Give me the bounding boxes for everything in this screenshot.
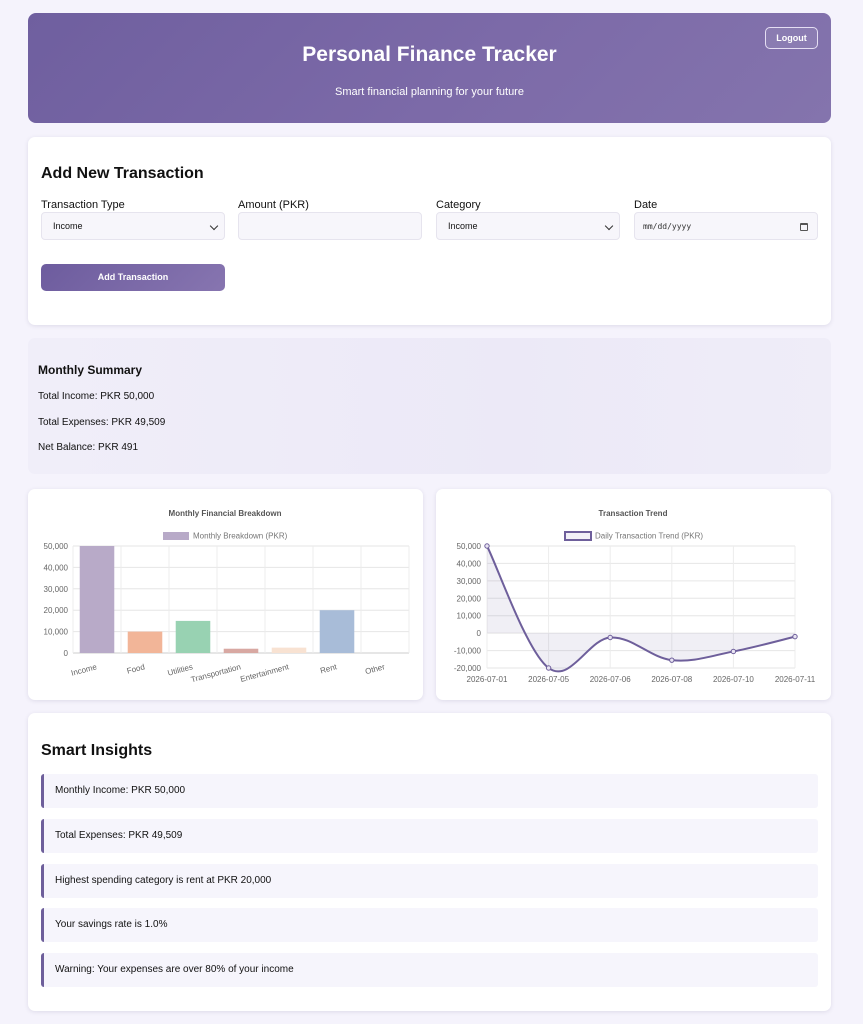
breakdown-chart: Monthly Financial Breakdown Monthly Break… [44, 509, 410, 684]
insight-item: Monthly Income: PKR 50,000 [41, 774, 818, 808]
y-tick-label: 10,000 [44, 628, 69, 637]
y-tick-label: 40,000 [457, 559, 482, 568]
y-tick-label: 20,000 [457, 594, 482, 603]
calendar-icon[interactable] [800, 223, 808, 231]
legend-swatch [564, 531, 592, 541]
insight-item: Your savings rate is 1.0% [41, 908, 818, 942]
summary-income: Total Income: PKR 50,000 [38, 391, 155, 402]
chart-title: Transaction Trend [599, 509, 668, 518]
x-tick-label: 2026-07-11 [775, 675, 816, 684]
transaction-type-select[interactable]: Income [41, 212, 225, 240]
y-tick-label: 20,000 [44, 606, 69, 615]
category-value: Income [448, 221, 478, 231]
data-point [792, 633, 798, 640]
y-tick-label: 30,000 [457, 577, 482, 586]
x-tick-label: 2026-07-06 [590, 675, 631, 684]
chart-title: Monthly Financial Breakdown [169, 509, 282, 518]
y-tick-label: 30,000 [44, 585, 69, 594]
page-title: Personal Finance Tracker [302, 43, 557, 66]
x-tick-label: Income [70, 662, 98, 678]
transaction-type-label: Transaction Type [41, 199, 125, 211]
y-tick-label: -10,000 [454, 647, 482, 656]
date-label: Date [634, 199, 658, 211]
summary-expenses: Total Expenses: PKR 49,509 [38, 417, 166, 428]
y-tick-label: 50,000 [44, 542, 69, 551]
x-tick-label: 2026-07-01 [467, 675, 508, 684]
legend-label: Monthly Breakdown (PKR) [193, 532, 288, 541]
legend-label: Daily Transaction Trend (PKR) [595, 532, 703, 541]
logout-button[interactable]: Logout [765, 27, 818, 49]
smart-insights-card: Smart Insights Monthly Income: PKR 50,00… [28, 713, 831, 1011]
insight-item: Highest spending category is rent at PKR… [41, 864, 818, 898]
add-transaction-button[interactable]: Add Transaction [41, 264, 225, 291]
x-tick-label: Rent [319, 662, 338, 675]
x-tick-label: Food [126, 662, 146, 675]
bar [127, 631, 163, 653]
data-point [545, 665, 552, 671]
amount-label: Amount (PKR) [238, 199, 309, 211]
y-tick-label: 0 [477, 629, 482, 638]
x-tick-label: Transportation [190, 662, 242, 684]
add-transaction-card: Add New Transaction Transaction Type Inc… [28, 137, 831, 325]
insight-item: Warning: Your expenses are over 80% of y… [41, 953, 818, 987]
date-placeholder: mm/dd/yyyy [643, 222, 692, 231]
breakdown-chart-card: Monthly Financial Breakdown Monthly Break… [28, 489, 423, 700]
chevron-down-icon [604, 221, 614, 231]
chevron-down-icon [209, 221, 219, 231]
bar [175, 620, 211, 653]
bar [271, 647, 307, 653]
insights-title: Smart Insights [41, 742, 153, 759]
series-line [486, 545, 796, 673]
y-tick-label: 10,000 [457, 612, 482, 621]
x-tick-label: 2026-07-05 [528, 675, 569, 684]
bar [79, 546, 115, 653]
x-tick-label: Entertainment [239, 662, 290, 684]
data-point [607, 634, 613, 641]
category-label: Category [436, 199, 481, 211]
app-header: Personal Finance Tracker Smart financial… [28, 13, 831, 123]
area-fill [487, 546, 795, 672]
transaction-type-value: Income [53, 221, 83, 231]
trend-chart-card: Transaction Trend Daily Transaction Trend… [436, 489, 831, 700]
x-tick-label: Other [364, 662, 386, 676]
y-tick-label: -20,000 [454, 664, 482, 673]
y-tick-label: 50,000 [457, 542, 482, 551]
monthly-summary: Monthly Summary Total Income: PKR 50,000… [28, 338, 831, 474]
insight-item: Total Expenses: PKR 49,509 [41, 819, 818, 853]
x-tick-label: 2026-07-08 [651, 675, 692, 684]
summary-title: Monthly Summary [38, 363, 143, 377]
category-select[interactable]: Income [436, 212, 620, 240]
data-point [484, 543, 490, 549]
add-transaction-title: Add New Transaction [41, 165, 204, 182]
summary-balance: Net Balance: PKR 491 [38, 442, 139, 453]
y-tick-label: 40,000 [44, 563, 69, 572]
bar [319, 610, 355, 653]
legend-swatch [163, 532, 189, 540]
bar [223, 648, 259, 653]
data-point [669, 657, 675, 663]
x-tick-label: 2026-07-10 [713, 675, 754, 684]
y-tick-label: 0 [64, 649, 69, 658]
data-point [730, 648, 737, 655]
trend-chart: Transaction Trend Daily Transaction Trend… [454, 509, 816, 684]
date-input[interactable]: mm/dd/yyyy [634, 212, 818, 240]
amount-input[interactable] [238, 212, 422, 240]
page-subtitle: Smart financial planning for your future [335, 86, 524, 98]
